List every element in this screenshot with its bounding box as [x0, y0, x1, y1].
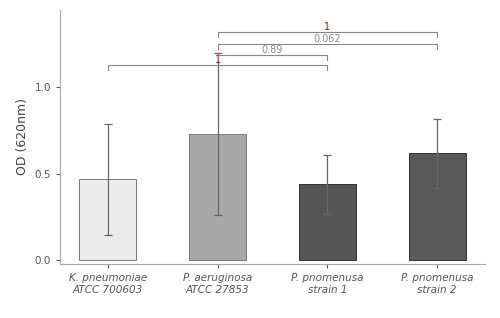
Bar: [299, 184, 356, 260]
Bar: [189, 134, 246, 260]
Bar: [80, 179, 136, 260]
Bar: [408, 153, 466, 260]
Text: 1: 1: [214, 55, 220, 65]
Text: 0.062: 0.062: [314, 34, 341, 44]
Text: 1: 1: [324, 22, 330, 32]
Text: 0.89: 0.89: [262, 45, 283, 54]
Y-axis label: OD (620nm): OD (620nm): [16, 98, 29, 175]
